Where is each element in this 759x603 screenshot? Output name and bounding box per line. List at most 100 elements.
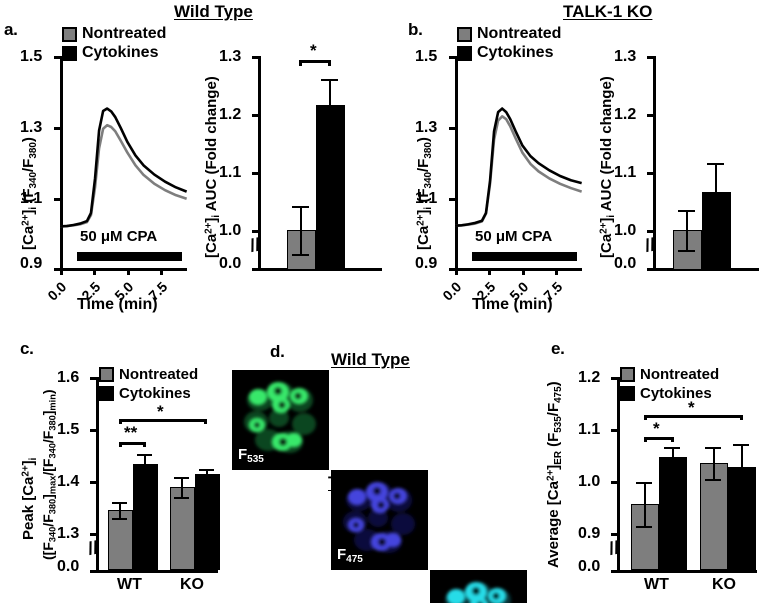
panel-c-significance-star-wt: ** xyxy=(124,423,138,442)
panel-b-trace-plot xyxy=(455,107,583,227)
panel-b-ytick-mark-1.1 xyxy=(449,198,456,201)
panel-c-errorbar-wt-nontreated xyxy=(119,502,121,518)
panel-e-significance-tick-wt-left xyxy=(644,437,647,442)
panel-a-ytick-1.1: 1.1 xyxy=(20,190,43,207)
panel-a-xtick-mark-0.0 xyxy=(60,268,63,275)
panel-e-xcat-wt: WT xyxy=(644,576,669,593)
micrograph-wt-f475: F475 xyxy=(331,470,428,570)
panel-a-bar-ytick-mark-1.2 xyxy=(252,114,259,117)
panel-b-y-axis-line xyxy=(455,56,458,270)
panel-a-bar-ytick-mark-1.0 xyxy=(252,230,259,233)
panel-c-significance-tick-wt-right xyxy=(143,442,146,447)
panel-b-ytick-mark-0.9 xyxy=(449,268,456,271)
panel-e-ytick-mark-0.9 xyxy=(611,533,618,536)
legend-label-nontreated: Nontreated xyxy=(477,25,562,42)
panel-e-ytick-0.0: 0.0 xyxy=(578,558,601,575)
panel-c-significance-line-cross xyxy=(119,419,207,422)
panel-c-ytick-mark-1.5 xyxy=(90,429,97,432)
panel-a-x-axis-line xyxy=(60,268,187,271)
panel-e-ytick-1.0: 1.0 xyxy=(578,473,601,490)
panel-c-y-axis-title-main: Peak [Ca2+]i xyxy=(20,457,39,540)
panel-letter-c: c. xyxy=(20,339,34,358)
panel-e-ytick-1.2: 1.2 xyxy=(578,369,601,386)
legend-label-cytokines: Cytokines xyxy=(477,44,554,61)
panel-b-bar-ytick-mark-1.1 xyxy=(647,172,654,175)
panel-a-xtick-mark-5.0 xyxy=(127,268,130,275)
panel-b-ytick-mark-1.3 xyxy=(449,127,456,130)
panel-c-errorcap-top-wt-nontreated xyxy=(112,502,127,504)
legend-swatch-nontreated-icon xyxy=(99,367,114,382)
panel-c-ytick-1.3: 1.3 xyxy=(57,525,80,542)
panel-a-x-axis-title: Time (min) xyxy=(77,296,158,313)
panel-b-x-axis-title: Time (min) xyxy=(472,296,553,313)
legend-label-nontreated: Nontreated xyxy=(82,25,167,42)
panel-e-errorbar-ko-nontreated xyxy=(713,447,715,479)
panel-c-y-axis-title-sub: ([F340/F380]max/[F340/F380]min) xyxy=(40,389,58,560)
panel-b-xtick-mark-0.0 xyxy=(455,268,458,275)
panel-letter-a: a. xyxy=(4,20,18,39)
panel-b-bar-ytick-mark-1.0 xyxy=(647,230,654,233)
panel-a-errorcap-top-cytokines xyxy=(321,79,338,81)
panel-a-y-axis-line xyxy=(60,56,63,270)
micrograph-wt-f535: F535 xyxy=(232,370,329,470)
panel-b-xtick-mark-5.0 xyxy=(522,268,525,275)
panel-b-ytick-1.5: 1.5 xyxy=(415,48,438,65)
panel-e-errorcap-top-ko-nontreated xyxy=(705,447,721,449)
panel-b-xtick-0.0: 0.0 xyxy=(439,278,465,304)
panel-c-ytick-mark-1.3 xyxy=(90,533,97,536)
legend-swatch-cytokines-icon xyxy=(99,386,114,401)
legend-b-cytokines: Cytokines xyxy=(457,45,553,61)
panel-b-group-title: TALK-1 KO xyxy=(563,2,653,21)
panel-a-ytick-mark-1.5 xyxy=(54,56,61,59)
panel-c-bar-ko-nontreated xyxy=(170,487,195,570)
panel-a-trace-plot xyxy=(60,107,188,228)
panel-e-significance-tick-wt-right xyxy=(671,437,674,442)
panel-e-errorbar-ko-cytokines xyxy=(741,444,743,490)
panel-b-xtick-mark-7.5 xyxy=(555,268,558,275)
panel-e-errorcap-top-wt-cytokines xyxy=(664,447,680,449)
legend-swatch-cytokines-icon xyxy=(62,45,77,61)
panel-c-errorcap-top-ko-nontreated xyxy=(174,477,189,479)
panel-a-xtick-0.0: 0.0 xyxy=(44,278,70,304)
legend-c-nontreated: Nontreated xyxy=(99,367,198,382)
panel-b-bar-ytick-mark-1.3 xyxy=(647,56,654,59)
panel-a-ytick-mark-1.3 xyxy=(54,127,61,130)
panel-e-ytick-mark-1.2 xyxy=(611,377,618,380)
panel-a-significance-star: * xyxy=(310,41,317,60)
panel-e-ytick-mark-1.1 xyxy=(611,429,618,432)
panel-e-significance-star-cross: * xyxy=(688,398,695,417)
panel-c-bar-wt-nontreated xyxy=(108,510,133,570)
panel-b-errorbar-nontreated xyxy=(686,210,688,250)
panel-a-bar-y-axis-line xyxy=(258,56,261,270)
panel-a-significance-line xyxy=(299,60,331,63)
panel-e-x-axis-line xyxy=(617,570,757,573)
panel-a-bar-ytick-1.3: 1.3 xyxy=(219,48,242,65)
panel-a-bar-ytick-mark-1.3 xyxy=(252,56,259,59)
panel-a-group-title: Wild Type xyxy=(174,2,253,21)
panel-d-title-wildtype: Wild Type xyxy=(331,350,410,369)
panel-a-bar-ytick-mark-0.0 xyxy=(252,268,259,271)
panel-a-errorbar-nontreated xyxy=(300,206,302,254)
panel-c-errorcap-bottom-wt-cytokines xyxy=(137,475,152,477)
panel-letter-e: e. xyxy=(551,339,565,358)
panel-letter-d: d. xyxy=(270,342,285,361)
panel-e-xcat-ko: KO xyxy=(712,576,736,593)
panel-e-ytick-mark-1.0 xyxy=(611,481,618,484)
legend-swatch-nontreated-icon xyxy=(62,26,77,42)
micrograph-wt-ratio: F535/F475 xyxy=(430,570,527,603)
panel-c-ytick-1.6: 1.6 xyxy=(57,369,80,386)
panel-e-bar-wt-cytokines xyxy=(659,457,687,570)
panel-e-significance-tick-cross-right xyxy=(740,415,743,420)
panel-c-significance-tick-cross-right xyxy=(204,419,207,424)
panel-b-ytick-mark-1.5 xyxy=(449,56,456,59)
panel-e-ytick-1.1: 1.1 xyxy=(578,421,601,438)
legend-swatch-cytokines-icon xyxy=(620,386,635,401)
panel-e-errorcap-bottom-wt-cytokines xyxy=(664,467,680,469)
panel-e-errorcap-bottom-wt-nontreated xyxy=(636,526,652,528)
panel-c-significance-tick-cross-left xyxy=(119,419,122,424)
panel-a-errorbar-cytokines xyxy=(329,79,331,131)
panel-c-x-axis-line xyxy=(96,570,218,573)
legend-label-nontreated: Nontreated xyxy=(119,366,199,383)
micrograph-label-f475: F475 xyxy=(337,546,363,565)
panel-c-y-axis-line xyxy=(96,377,99,572)
